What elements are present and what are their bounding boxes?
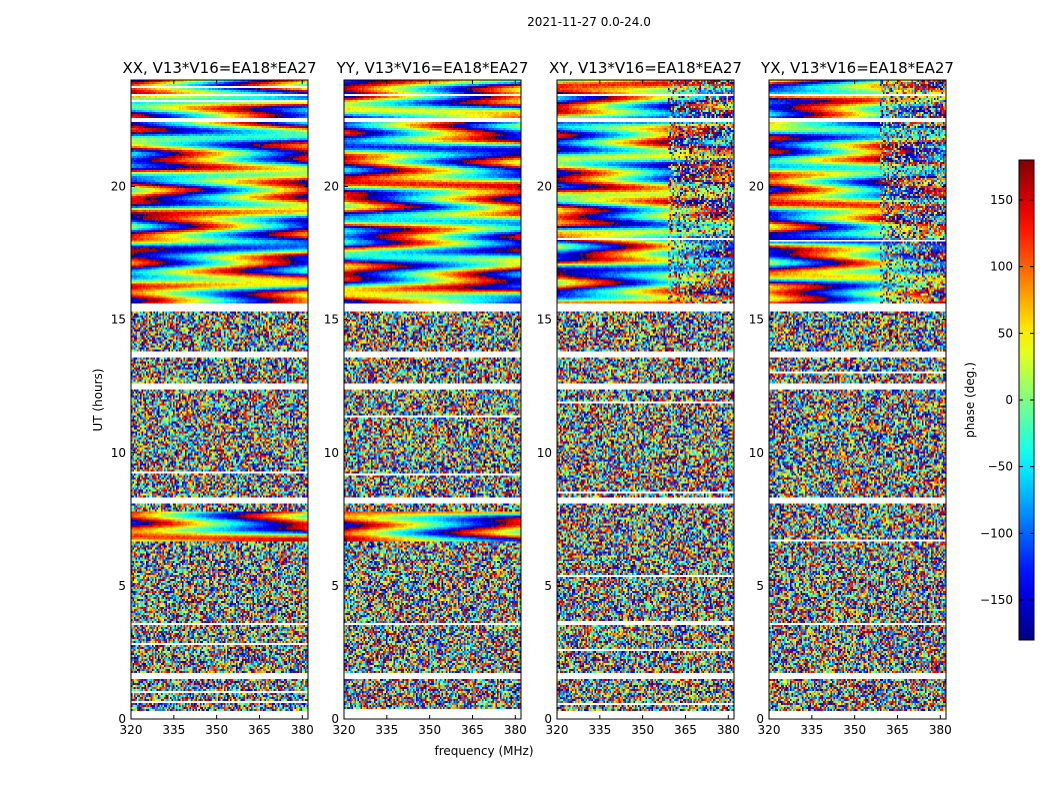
colorbar-tick-label: −150 [980,593,1013,607]
y-tick-label: 5 [544,579,552,593]
panel-title: YX, V13*V16=EA18*EA27 [760,59,954,77]
y-tick-label: 10 [537,446,552,460]
y-tick-label: 20 [111,180,126,194]
y-tick-label: 15 [749,313,764,327]
axes-frame [130,79,309,720]
heatmap-panel-1: XX, V13*V16=EA18*EA27 320 335 350 365 380 0 5 10… [111,59,317,737]
heatmap-panel-2: YY, V13*V16=EA18*EA27 320 335 350 365 380 0 5 10… [324,59,529,737]
colorbar-tick-label: 100 [990,260,1013,274]
x-tick-label: 380 [717,723,740,737]
y-tick-label: 10 [324,446,339,460]
x-tick-label: 335 [162,723,185,737]
colorbar-label: phase (deg.) [963,362,977,438]
x-tick-label: 335 [375,723,398,737]
heatmap-panel-3: XY, V13*V16=EA18*EA27 320 335 350 365 380 0 5 10… [537,59,742,737]
y-tick-label: 5 [118,579,126,593]
axes-frame [556,79,735,720]
y-tick-label: 20 [749,180,764,194]
axes-frame [768,79,947,720]
x-tick-label: 320 [333,723,356,737]
x-tick-label: 365 [248,723,271,737]
x-tick-label: 365 [674,723,697,737]
y-tick-label: 0 [756,712,764,726]
x-tick-label: 380 [291,723,314,737]
x-tick-label: 365 [461,723,484,737]
x-tick-label: 365 [886,723,909,737]
y-tick-label: 15 [111,313,126,327]
y-axis-label: UT (hours) [91,368,105,431]
x-tick-label: 350 [205,723,228,737]
colorbar-tick-label: −100 [980,526,1013,540]
x-tick-label: 380 [929,723,952,737]
y-tick-label: 5 [756,579,764,593]
panel-title: XY, V13*V16=EA18*EA27 [549,59,742,77]
x-tick-label: 350 [418,723,441,737]
heatmap-image [557,80,734,719]
x-tick-label: 335 [800,723,823,737]
y-tick-label: 0 [331,712,339,726]
y-tick-label: 0 [544,712,552,726]
figure-suptitle: 2021-11-27 0.0-24.0 [527,15,651,29]
colorbar-tick-label: 0 [1005,393,1013,407]
x-axis-label: frequency (MHz) [434,744,533,758]
y-tick-label: 10 [749,446,764,460]
colorbar: 150 100 50 0 −50 −100 −150 [980,159,1035,641]
y-tick-label: 20 [324,180,339,194]
heatmap-image [344,80,521,719]
x-tick-label: 320 [758,723,781,737]
y-tick-label: 0 [118,712,126,726]
x-tick-label: 335 [588,723,611,737]
heatmap-panels: XX, V13*V16=EA18*EA27 320 335 350 365 380 0 5 10… [111,59,954,737]
y-tick-label: 15 [537,313,552,327]
heatmap-panel-4: YX, V13*V16=EA18*EA27 320 335 350 365 380 0 5 10… [749,59,954,737]
colorbar-tick-label: 150 [990,193,1013,207]
colorbar-tick-label: −50 [988,460,1013,474]
panel-title: XX, V13*V16=EA18*EA27 [122,59,316,77]
x-tick-label: 320 [546,723,569,737]
x-tick-label: 350 [631,723,654,737]
heatmap-image [131,80,308,719]
y-tick-label: 5 [331,579,339,593]
x-tick-label: 380 [504,723,527,737]
y-tick-label: 20 [537,180,552,194]
x-tick-label: 350 [843,723,866,737]
heatmap-image [769,80,946,719]
panel-title: YY, V13*V16=EA18*EA27 [336,59,529,77]
colorbar-tick-label: 50 [998,326,1013,340]
axes-frame [343,79,522,720]
y-tick-label: 15 [324,313,339,327]
x-tick-label: 320 [120,723,143,737]
y-tick-label: 10 [111,446,126,460]
